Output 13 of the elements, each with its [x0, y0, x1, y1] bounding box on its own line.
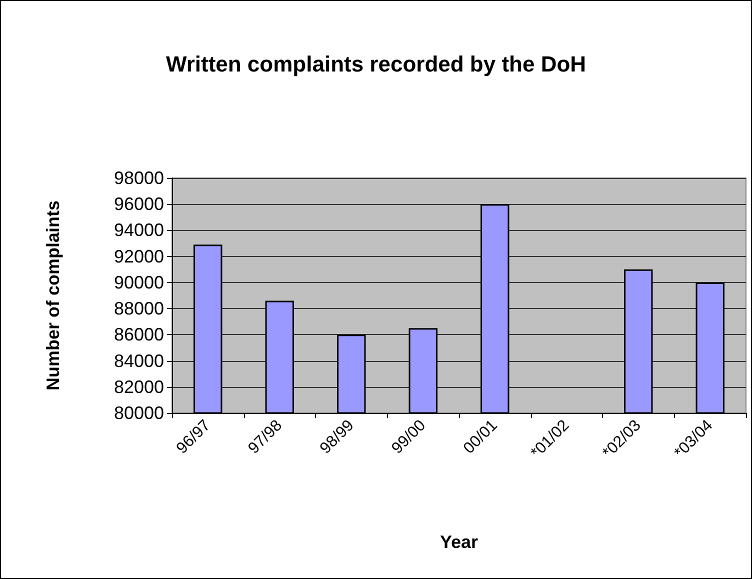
- y-tick-label: 80000: [114, 403, 164, 423]
- chart-title: Written complaints recorded by the DoH: [166, 52, 586, 76]
- y-tick-label: 94000: [114, 220, 164, 240]
- y-tick-label: 88000: [114, 298, 164, 319]
- y-axis-title: Number of complaints: [43, 200, 63, 391]
- x-axis-title: Year: [440, 532, 478, 552]
- y-tick-label: 92000: [114, 246, 164, 266]
- y-tick-label: 96000: [114, 194, 164, 214]
- y-tick-label: 82000: [114, 376, 164, 397]
- y-tick-label: 84000: [114, 350, 164, 371]
- y-tick-label: 98000: [114, 168, 164, 188]
- y-tick-label: 86000: [114, 324, 164, 345]
- y-tick-label: 90000: [114, 272, 164, 292]
